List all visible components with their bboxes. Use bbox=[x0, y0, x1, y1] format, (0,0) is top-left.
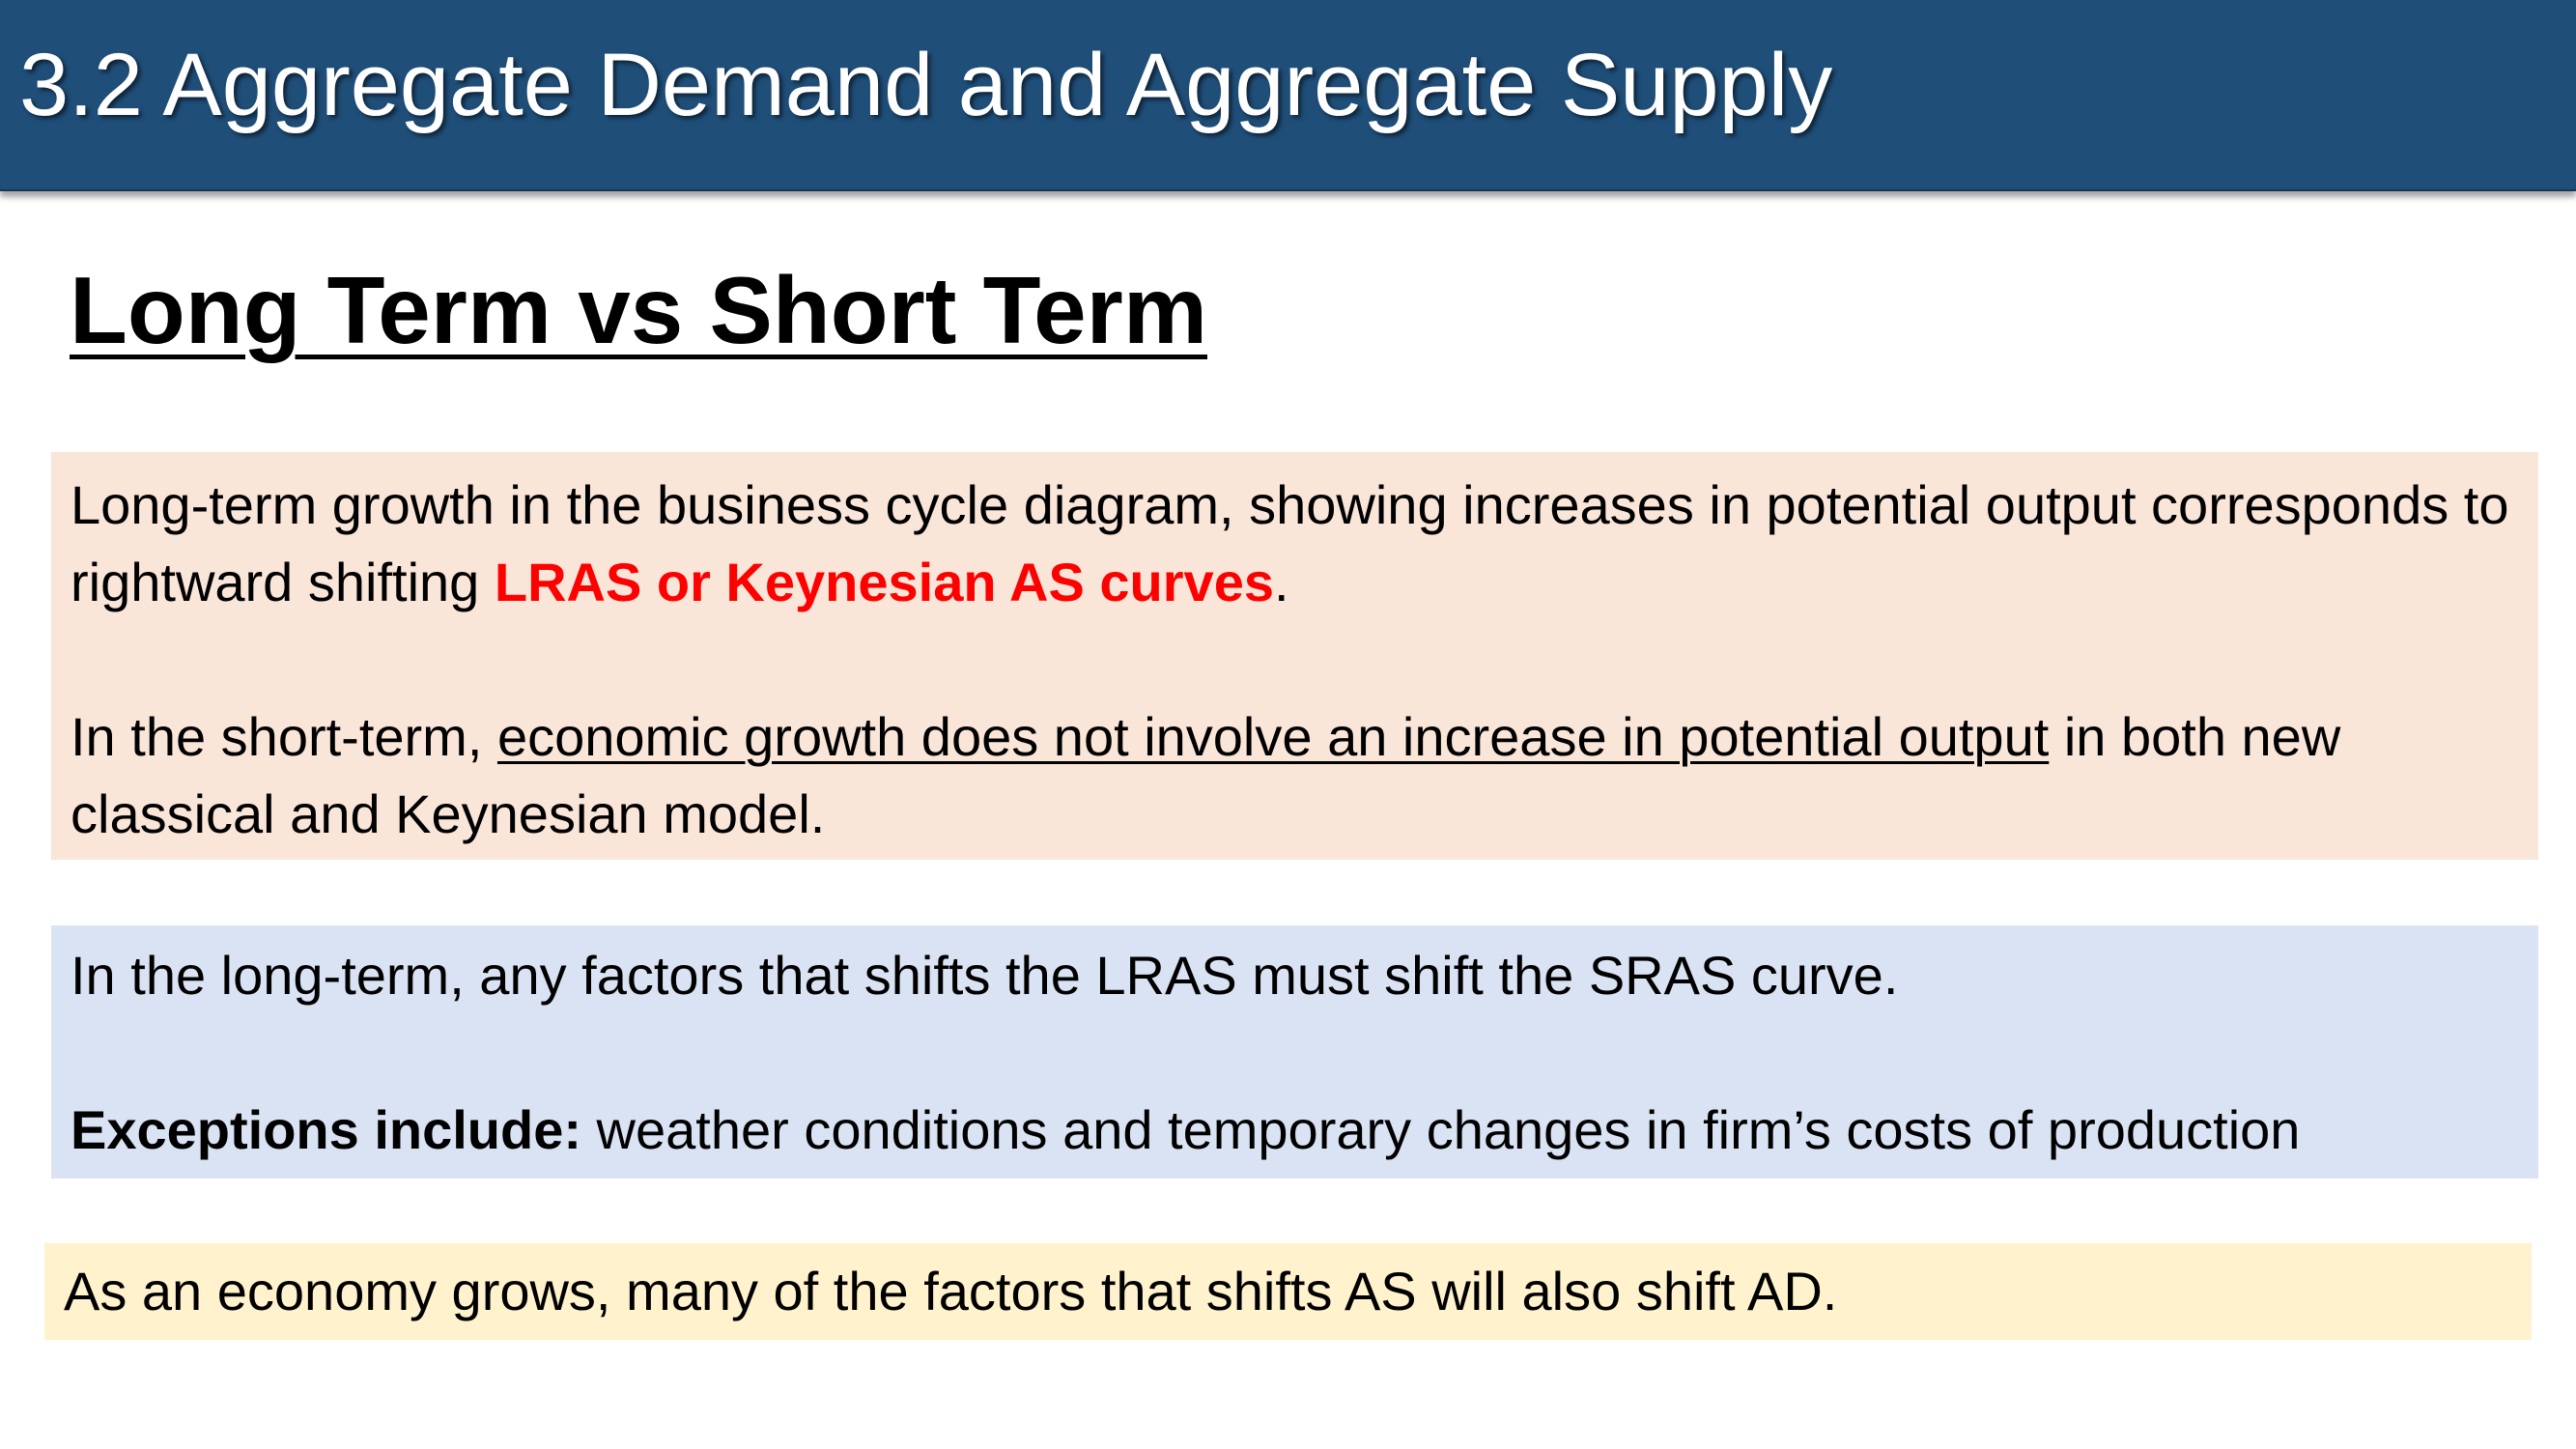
lras-sras-box: In the long-term, any factors that shift… bbox=[51, 925, 2538, 1179]
short-term-intro: In the short-term, bbox=[71, 706, 497, 767]
long-term-growth-box: Long-term growth in the business cycle d… bbox=[51, 452, 2538, 860]
short-term-ending: in both new classical and Keynesian mode… bbox=[71, 706, 2341, 844]
paragraph-spacer bbox=[71, 621, 2519, 698]
exceptions-paragraph: Exceptions include: weather conditions a… bbox=[71, 1092, 2519, 1169]
short-term-paragraph: In the short-term, economic growth does … bbox=[71, 698, 2519, 853]
long-term-growth-paragraph: Long-term growth in the business cycle d… bbox=[71, 467, 2519, 621]
header-bar: 3.2 Aggregate Demand and Aggregate Suppl… bbox=[0, 0, 2576, 191]
lras-sras-paragraph: In the long-term, any factors that shift… bbox=[71, 945, 1899, 1006]
exceptions-label: Exceptions include: bbox=[71, 1099, 581, 1160]
exceptions-text: weather conditions and temporary changes… bbox=[581, 1099, 2301, 1160]
long-term-growth-text: Long-term growth in the business cycle d… bbox=[71, 474, 2509, 612]
paragraph-spacer bbox=[71, 1014, 2519, 1092]
lras-keynesian-highlight: LRAS or Keynesian AS curves bbox=[494, 552, 1274, 612]
slide-title: 3.2 Aggregate Demand and Aggregate Suppl… bbox=[19, 36, 1833, 134]
short-term-underlined-phrase: economic growth does not involve an incr… bbox=[496, 706, 2050, 767]
ad-shift-box: As an economy grows, many of the factors… bbox=[44, 1243, 2532, 1340]
long-term-growth-period: . bbox=[1273, 552, 1289, 612]
ad-shift-text: As an economy grows, many of the factors… bbox=[64, 1261, 1838, 1321]
section-heading: Long Term vs Short Term bbox=[70, 257, 1207, 363]
